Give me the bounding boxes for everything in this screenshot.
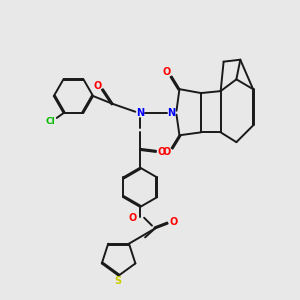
Text: O: O bbox=[94, 81, 102, 91]
Text: N: N bbox=[167, 108, 176, 118]
Text: O: O bbox=[163, 147, 171, 157]
Text: N: N bbox=[136, 108, 144, 118]
Text: Cl: Cl bbox=[46, 117, 56, 126]
Text: O: O bbox=[158, 147, 166, 157]
Text: O: O bbox=[169, 217, 178, 226]
Text: O: O bbox=[128, 213, 136, 223]
Text: S: S bbox=[114, 275, 121, 286]
Text: O: O bbox=[163, 68, 171, 77]
